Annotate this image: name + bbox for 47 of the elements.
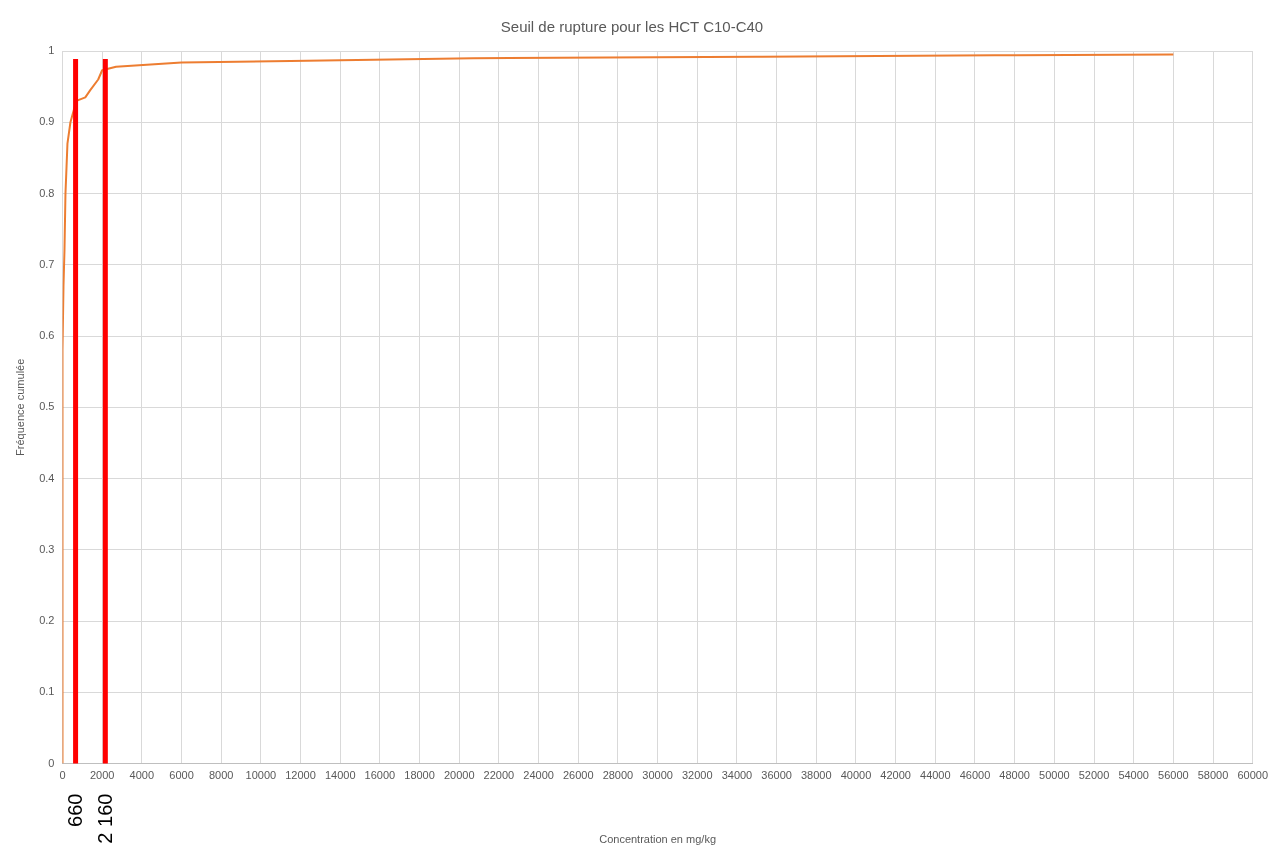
x-tick-label: 24000 <box>523 769 554 782</box>
y-tick-label: 0.9 <box>39 115 55 128</box>
x-tick-label: 10000 <box>245 769 277 782</box>
y-tick-label: 0.6 <box>39 329 55 342</box>
y-tick-label: 0.5 <box>39 400 55 413</box>
x-tick-label: 40000 <box>840 769 872 782</box>
x-tick-label: 44000 <box>920 769 951 782</box>
x-tick-label: 48000 <box>999 769 1030 782</box>
x-tick-label: 8000 <box>208 769 234 782</box>
y-tick-label: 0.4 <box>39 471 55 484</box>
y-axis-title: Fréquence cumulée <box>13 358 26 456</box>
x-tick-label: 2000 <box>89 769 115 782</box>
x-tick-label: 36000 <box>761 769 792 782</box>
x-tick-label: 50000 <box>1039 769 1070 782</box>
y-tick-label: 0.1 <box>39 685 55 698</box>
x-tick-label: 58000 <box>1197 769 1229 782</box>
y-tick-label: 0 <box>48 756 55 769</box>
x-tick-label: 42000 <box>880 769 911 782</box>
x-tick-label: 12000 <box>285 769 316 782</box>
x-tick-label: 6000 <box>169 769 194 782</box>
y-tick-label: 0.3 <box>39 542 55 555</box>
ref-line-label: 2 160 <box>93 793 116 844</box>
x-tick-label: 52000 <box>1078 769 1110 782</box>
x-tick-label: 38000 <box>801 769 832 782</box>
x-tick-label: 16000 <box>364 769 396 782</box>
y-tick-label: 1 <box>48 44 55 57</box>
x-tick-label: 56000 <box>1158 769 1189 782</box>
x-tick-label: 4000 <box>129 769 155 782</box>
x-tick-label: 46000 <box>959 769 991 782</box>
x-tick-label: 32000 <box>681 769 713 782</box>
x-tick-label: 14000 <box>324 769 356 782</box>
x-tick-label: 34000 <box>721 769 753 782</box>
x-tick-label: 54000 <box>1118 769 1149 782</box>
ref-line-label: 660 <box>64 793 87 827</box>
x-tick-label: 60000 <box>1237 769 1268 782</box>
x-tick-label: 20000 <box>443 769 475 782</box>
x-tick-label: 22000 <box>483 769 515 782</box>
y-tick-label: 0.7 <box>39 257 55 270</box>
x-tick-label: 26000 <box>562 769 594 782</box>
x-axis-title: Concentration en mg/kg <box>599 833 716 846</box>
x-tick-label: 18000 <box>404 769 435 782</box>
chart-title: Seuil de rupture pour les HCT C10-C40 <box>500 18 764 36</box>
x-tick-label: 30000 <box>642 769 673 782</box>
x-tick-label: 0 <box>59 769 66 782</box>
x-tick-label: 28000 <box>602 769 634 782</box>
y-tick-label: 0.2 <box>39 614 55 627</box>
y-tick-label: 0.8 <box>39 186 55 199</box>
